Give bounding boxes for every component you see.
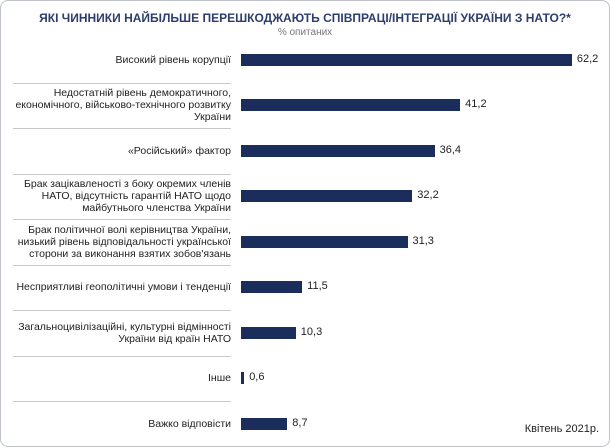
value-label: 62,2: [576, 52, 599, 65]
bar: [241, 235, 408, 248]
separator: [13, 401, 231, 402]
bar: [241, 144, 435, 157]
separator: [13, 82, 231, 84]
y-tick-label: Брак зацікавленості з боку окремих члені…: [24, 178, 231, 215]
note: Квітень 2021р.: [524, 423, 599, 435]
separator: [13, 355, 231, 357]
value-label: 11,5: [307, 280, 328, 293]
bar: [241, 372, 245, 385]
value-label: 0,6: [249, 371, 265, 384]
separator: [13, 128, 231, 129]
bar: [241, 326, 296, 339]
bar: [241, 281, 303, 294]
y-tick-label: Загальноцивілізаційні, культурні відмінн…: [18, 320, 231, 345]
bar: [241, 99, 461, 112]
value-label: 32,2: [417, 189, 439, 202]
separator: [13, 173, 231, 175]
y-tick-label: Несприятливі геополітичні умови і тенден…: [16, 281, 231, 294]
value-label: 41,2: [465, 98, 487, 111]
bar: [241, 417, 288, 430]
value-label: 10,3: [300, 325, 323, 338]
y-tick-label: Інше: [208, 372, 231, 385]
chart-title: ЯКІ ЧИННИКИ НАЙБІЛЬШЕ ПЕРЕШКОДЖАЮТЬ СПІВ…: [39, 11, 571, 25]
y-tick-label: «Російський» фактор: [127, 144, 231, 157]
separator: [13, 219, 231, 220]
y-tick-label: Важко відповісти: [148, 417, 231, 430]
y-tick-label: Брак політичної волі керівництва України…: [17, 223, 231, 260]
bar: [241, 53, 572, 66]
chart-subtitle: % опитаних: [277, 27, 333, 38]
separator: [13, 310, 231, 311]
bar: [241, 190, 413, 203]
value-label: 8,7: [292, 416, 308, 429]
value-label: 36,4: [439, 143, 462, 156]
value-label: 31,3: [412, 234, 434, 247]
y-tick-label: Недостатній рівень демократичного, еконо…: [15, 87, 231, 124]
y-tick-label: Високий рівень корупції: [115, 53, 231, 66]
separator: [13, 264, 231, 266]
